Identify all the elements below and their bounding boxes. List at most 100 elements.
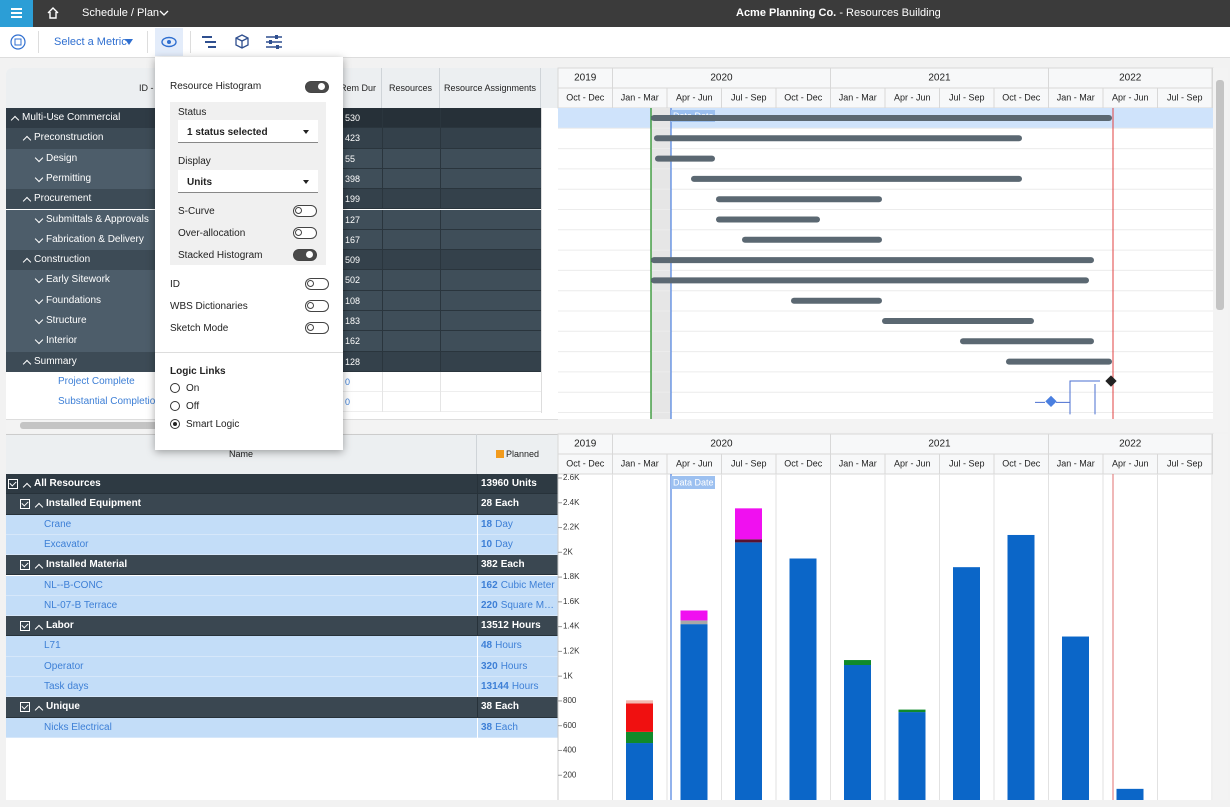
planned-cell xyxy=(477,616,478,637)
toggle-knob xyxy=(295,207,302,214)
resource-name-header[interactable]: Name xyxy=(6,434,477,474)
cell-divider xyxy=(440,250,441,271)
planned-cell xyxy=(477,677,478,698)
histogram-bar xyxy=(680,620,708,625)
year-label: 2021 xyxy=(928,439,951,450)
breadcrumb-chevron[interactable] xyxy=(159,8,169,18)
cell-divider xyxy=(440,311,441,332)
option-label: Stacked Histogram xyxy=(178,250,263,261)
cell-divider xyxy=(382,229,383,251)
quarter-label: Jul - Sep xyxy=(731,92,767,102)
toggle[interactable] xyxy=(305,300,329,312)
cube-icon[interactable] xyxy=(234,33,250,51)
cell-divider xyxy=(382,250,383,271)
cell-divider xyxy=(440,392,441,413)
filter-icon[interactable] xyxy=(265,34,283,50)
quarter-label: Apr - Jun xyxy=(894,458,931,468)
header-scroll xyxy=(541,68,558,108)
cell-divider xyxy=(382,209,383,230)
quarter-label: Apr - Jun xyxy=(676,92,713,102)
cell-divider xyxy=(382,290,383,311)
breadcrumb[interactable]: Schedule / Plan xyxy=(82,7,160,19)
resource-checkbox[interactable] xyxy=(20,499,30,510)
gantt-bar xyxy=(654,135,1022,142)
year-label: 2019 xyxy=(574,439,597,450)
gantt-bar xyxy=(791,297,882,304)
radio-label[interactable]: Smart Logic xyxy=(186,419,240,430)
cell-divider xyxy=(440,189,441,210)
resource-checkbox[interactable] xyxy=(8,479,18,489)
cell-divider xyxy=(382,148,383,169)
histogram-bar xyxy=(898,712,926,800)
resource-checkbox[interactable] xyxy=(20,560,30,571)
title: Acme Planning Co. - Resources Building xyxy=(736,7,941,19)
gantt-bar xyxy=(882,318,1034,324)
metric-select[interactable]: Select a Metric xyxy=(54,36,127,48)
histogram-bar xyxy=(1007,534,1035,800)
histogram-bar xyxy=(626,700,653,704)
gantt-icon[interactable] xyxy=(200,34,218,50)
y-tick-label: 2.4K xyxy=(563,498,580,507)
column-header[interactable]: Resources xyxy=(382,68,440,108)
h-scroll-thumb xyxy=(20,422,160,429)
year-label: 2019 xyxy=(574,73,597,84)
option-label: ID xyxy=(170,279,180,290)
histogram-bar xyxy=(735,539,762,543)
display-label: Display xyxy=(178,156,211,167)
gantt-bar xyxy=(716,216,820,223)
toggle[interactable] xyxy=(305,322,329,334)
project: - Resources Building xyxy=(839,7,941,19)
y-tick-label: 2K xyxy=(563,547,573,556)
resource-checkbox[interactable] xyxy=(20,621,30,632)
radio[interactable] xyxy=(170,401,180,411)
status-select[interactable]: 1 status selected xyxy=(178,120,318,143)
menu-button[interactable] xyxy=(0,0,33,27)
quarter-label: Jan - Mar xyxy=(839,92,877,102)
toggle[interactable] xyxy=(305,278,329,290)
resource-checkbox[interactable] xyxy=(20,702,30,713)
row-scroll xyxy=(541,108,559,413)
y-tick-label: 2.6K xyxy=(563,473,580,482)
option-label: WBS Dictionaries xyxy=(170,301,248,312)
column-header[interactable]: Rem Dur xyxy=(335,68,382,108)
resource-row xyxy=(6,514,558,535)
planned-header[interactable]: Planned xyxy=(506,449,540,459)
gantt-bar xyxy=(960,338,1094,345)
metric-caret[interactable] xyxy=(125,39,133,45)
gantt-bar xyxy=(716,196,882,203)
year-label: 2020 xyxy=(710,73,733,84)
cell-divider xyxy=(440,331,441,352)
resource-row xyxy=(6,656,558,677)
radio-label[interactable]: Off xyxy=(186,401,200,412)
toggle[interactable] xyxy=(293,249,317,261)
y-tick-label: 1.4K xyxy=(563,622,580,631)
y-tick-label: 400 xyxy=(563,746,577,755)
gantt-vscroll-thumb xyxy=(1216,80,1224,310)
view-icon[interactable] xyxy=(10,34,26,50)
toggle[interactable] xyxy=(305,81,329,93)
radio[interactable] xyxy=(170,419,180,429)
histogram-bar xyxy=(680,624,708,800)
eye-button[interactable] xyxy=(155,28,183,56)
home-icon[interactable] xyxy=(46,6,60,20)
cell-divider xyxy=(440,351,441,372)
cell-divider xyxy=(382,392,383,413)
radio-label[interactable]: On xyxy=(186,383,200,394)
quarter-label: Apr - Jun xyxy=(676,458,713,468)
display-select[interactable]: Units xyxy=(178,170,318,193)
toggle[interactable] xyxy=(293,205,317,217)
histogram-bar xyxy=(1116,788,1144,800)
column-header[interactable]: Resource Assignments xyxy=(440,68,541,108)
toggle[interactable] xyxy=(293,227,317,239)
radio[interactable] xyxy=(170,383,180,393)
histogram-popup: Resource Histogram Status 1 status selecte… xyxy=(155,57,343,450)
milestone xyxy=(1105,375,1117,387)
quarter-label: Oct - Dec xyxy=(1002,92,1041,102)
cell-divider xyxy=(382,270,383,291)
histogram-bar xyxy=(735,542,762,800)
cell-divider xyxy=(440,148,441,169)
cell-divider xyxy=(382,189,383,210)
resource-row xyxy=(6,534,558,556)
cell-divider xyxy=(382,108,383,129)
